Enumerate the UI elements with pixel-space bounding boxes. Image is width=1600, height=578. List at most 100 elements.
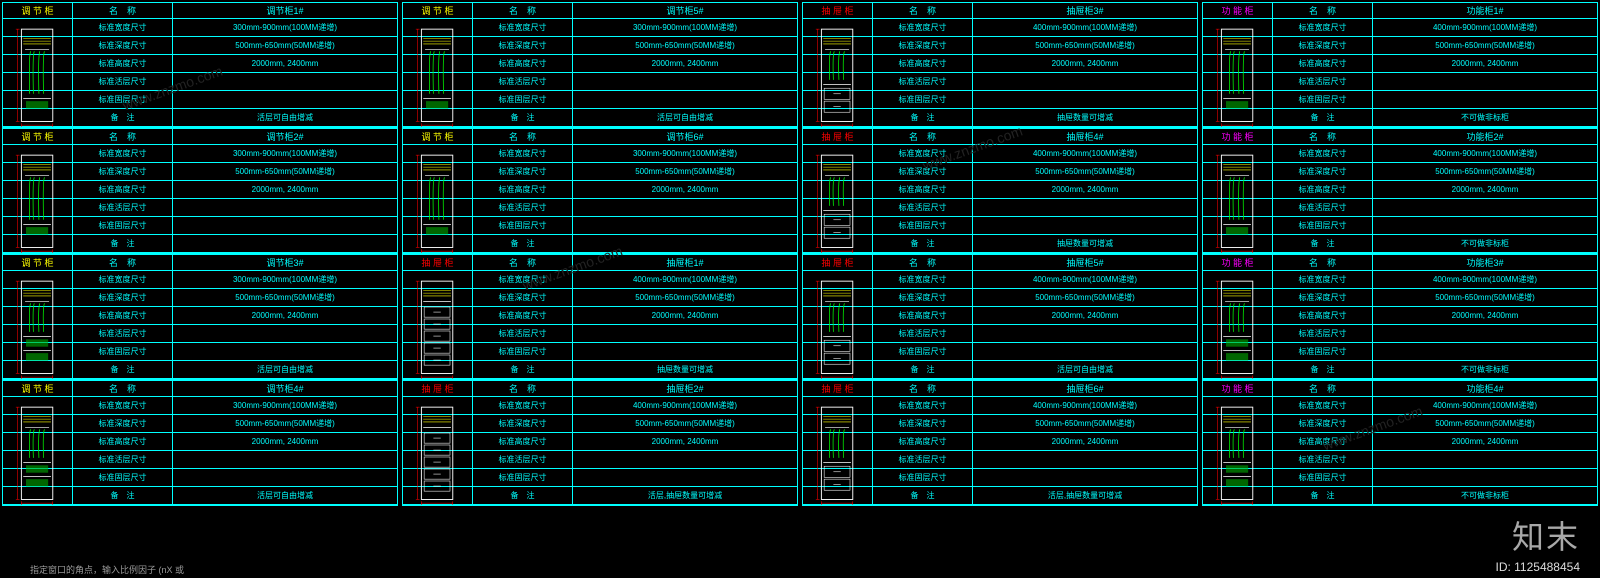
cabinet-type-label: 抽 屉 柜 [803, 3, 873, 18]
spec-row-value [573, 217, 797, 234]
spec-row-label: 标准高度尺寸 [873, 433, 973, 450]
spec-row-value: 500mm-650mm(50MM递增) [1373, 163, 1597, 180]
spec-row-label: 标准活层尺寸 [1273, 451, 1373, 468]
spec-row-label: 标准宽度尺寸 [1273, 397, 1373, 414]
cabinet-title: 功能柜4# [1373, 381, 1597, 396]
spec-row-value [173, 235, 397, 252]
spec-row-label: 标准固层尺寸 [873, 91, 973, 108]
cabinet-spec-panel: 调 节 柜 名 称 调节柜6# 标准宽度尺寸 300mm-900mm(100MM… [402, 128, 798, 254]
cabinet-title: 抽屉柜1# [573, 255, 797, 270]
cad-spec-grid: 调 节 柜 名 称 调节柜1# 标准宽度尺寸 300mm-900mm(100MM… [0, 0, 1600, 508]
spec-row-label: 标准固层尺寸 [73, 91, 173, 108]
cabinet-type-label: 功 能 柜 [1203, 3, 1273, 18]
spec-row-label: 标准活层尺寸 [473, 73, 573, 90]
spec-row-value [973, 343, 1197, 360]
spec-row-label: 备 注 [1273, 361, 1373, 378]
cabinet-title: 抽屉柜4# [973, 129, 1197, 144]
cabinet-spec-panel: 功 能 柜 名 称 功能柜3# 标准宽度尺寸 400mm-900mm(100MM… [1202, 254, 1598, 380]
spec-row-label: 标准深度尺寸 [73, 37, 173, 54]
cabinet-title: 调节柜1# [173, 3, 397, 18]
spec-row-value: 活层,抽屉数量可增减 [573, 487, 797, 504]
spec-row-value: 活层,抽屉数量可增减 [973, 487, 1197, 504]
spec-row-value: 2000mm, 2400mm [573, 307, 797, 324]
spec-row-label: 标准深度尺寸 [73, 415, 173, 432]
cabinet-spec-panel: 抽 屉 柜 名 称 抽屉柜3# 标准宽度尺寸 400mm-900mm(100MM… [802, 2, 1198, 128]
spec-row-label: 标准高度尺寸 [73, 55, 173, 72]
spec-row-label: 标准固层尺寸 [1273, 343, 1373, 360]
spec-row-value: 活层可自由增减 [173, 109, 397, 126]
spec-row-label: 标准活层尺寸 [473, 199, 573, 216]
spec-column: 调 节 柜 名 称 调节柜1# 标准宽度尺寸 300mm-900mm(100MM… [2, 2, 398, 506]
spec-row-label: 标准深度尺寸 [473, 37, 573, 54]
cabinet-spec-panel: 调 节 柜 名 称 调节柜4# 标准宽度尺寸 300mm-900mm(100MM… [2, 380, 398, 506]
spec-row-label: 标准深度尺寸 [1273, 37, 1373, 54]
header-name-label: 名 称 [473, 255, 573, 270]
spec-row-value: 400mm-900mm(100MM递增) [1373, 397, 1597, 414]
header-name-label: 名 称 [73, 381, 173, 396]
spec-row-label: 标准高度尺寸 [873, 181, 973, 198]
spec-row-label: 标准宽度尺寸 [873, 397, 973, 414]
cabinet-type-label: 调 节 柜 [403, 3, 473, 18]
spec-row-label: 备 注 [873, 487, 973, 504]
spec-row-label: 标准宽度尺寸 [873, 145, 973, 162]
spec-row-value: 300mm-900mm(100MM递增) [173, 271, 397, 288]
header-name-label: 名 称 [1273, 255, 1373, 270]
spec-row-value: 抽屉数量可增减 [573, 361, 797, 378]
cabinet-elevation-icon [3, 19, 73, 127]
spec-row-value: 500mm-650mm(50MM递增) [1373, 415, 1597, 432]
spec-row-label: 标准宽度尺寸 [473, 397, 573, 414]
spec-row-label: 标准活层尺寸 [873, 451, 973, 468]
spec-row-label: 标准宽度尺寸 [1273, 145, 1373, 162]
cabinet-elevation-icon [3, 271, 73, 379]
spec-row-value: 500mm-650mm(50MM递增) [573, 37, 797, 54]
spec-row-label: 标准活层尺寸 [873, 73, 973, 90]
spec-row-label: 标准宽度尺寸 [73, 271, 173, 288]
spec-row-label: 备 注 [73, 361, 173, 378]
spec-row-label: 备 注 [1273, 487, 1373, 504]
spec-row-label: 标准固层尺寸 [473, 469, 573, 486]
spec-row-label: 标准固层尺寸 [873, 469, 973, 486]
cabinet-title: 调节柜3# [173, 255, 397, 270]
spec-column: 抽 屉 柜 名 称 抽屉柜3# 标准宽度尺寸 400mm-900mm(100MM… [802, 2, 1198, 506]
spec-row-value: 500mm-650mm(50MM递增) [573, 163, 797, 180]
header-name-label: 名 称 [1273, 381, 1373, 396]
spec-row-value: 抽屉数量可增减 [973, 109, 1197, 126]
spec-row-value: 2000mm, 2400mm [173, 307, 397, 324]
spec-row-label: 标准深度尺寸 [73, 289, 173, 306]
spec-row-label: 标准深度尺寸 [473, 415, 573, 432]
spec-row-value: 500mm-650mm(50MM递增) [173, 415, 397, 432]
cabinet-spec-panel: 抽 屉 柜 名 称 抽屉柜4# 标准宽度尺寸 400mm-900mm(100MM… [802, 128, 1198, 254]
spec-row-value: 不可做非标柜 [1373, 235, 1597, 252]
spec-row-label: 标准高度尺寸 [1273, 433, 1373, 450]
cabinet-elevation-icon [803, 145, 873, 253]
spec-row-value: 500mm-650mm(50MM递增) [173, 289, 397, 306]
spec-row-label: 备 注 [873, 109, 973, 126]
spec-row-value [173, 325, 397, 342]
spec-row-label: 标准高度尺寸 [73, 433, 173, 450]
cabinet-title: 调节柜6# [573, 129, 797, 144]
spec-row-label: 标准宽度尺寸 [73, 19, 173, 36]
spec-row-label: 标准固层尺寸 [873, 343, 973, 360]
spec-row-label: 备 注 [1273, 235, 1373, 252]
spec-row-value: 活层可自由增减 [573, 109, 797, 126]
spec-row-value [973, 451, 1197, 468]
spec-row-value: 活层可自由增减 [173, 361, 397, 378]
spec-row-value [973, 199, 1197, 216]
spec-row-value: 400mm-900mm(100MM递增) [1373, 19, 1597, 36]
spec-row-label: 标准固层尺寸 [473, 91, 573, 108]
spec-row-value [973, 217, 1197, 234]
spec-row-value: 500mm-650mm(50MM递增) [173, 37, 397, 54]
cabinet-spec-panel: 功 能 柜 名 称 功能柜1# 标准宽度尺寸 400mm-900mm(100MM… [1202, 2, 1598, 128]
cabinet-spec-panel: 抽 屉 柜 名 称 抽屉柜1# 标准宽度尺寸 400mm-900mm(100MM… [402, 254, 798, 380]
spec-row-value: 抽屉数量可增减 [973, 235, 1197, 252]
spec-row-label: 标准深度尺寸 [873, 163, 973, 180]
header-name-label: 名 称 [1273, 129, 1373, 144]
spec-row-label: 标准宽度尺寸 [1273, 271, 1373, 288]
spec-row-value [1373, 451, 1597, 468]
cabinet-spec-panel: 抽 屉 柜 名 称 抽屉柜2# 标准宽度尺寸 400mm-900mm(100MM… [402, 380, 798, 506]
cabinet-elevation-icon [803, 397, 873, 505]
spec-row-label: 标准深度尺寸 [873, 289, 973, 306]
spec-row-label: 标准高度尺寸 [1273, 55, 1373, 72]
spec-row-value [1373, 91, 1597, 108]
spec-row-label: 标准活层尺寸 [873, 325, 973, 342]
